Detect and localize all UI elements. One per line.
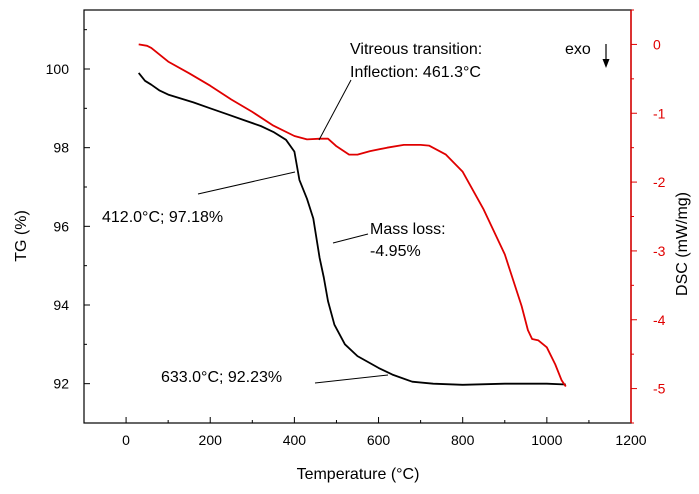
right-y-tick-label: -1 — [653, 105, 666, 121]
annotation-vitreous-transition: Vitreous transition: — [350, 41, 482, 58]
right-y-tick-label: -4 — [653, 312, 666, 328]
annotation-end-point: 633.0°C; 92.23% — [161, 369, 282, 386]
x-tick-label: 1200 — [615, 432, 646, 448]
exo-arrow-icon — [602, 44, 610, 68]
x-tick-label: 0 — [122, 432, 130, 448]
right-axis-title: DSC (mW/mg) — [674, 192, 691, 296]
leader-line-onset — [197, 171, 296, 195]
annotation-inflection: Inflection: 461.3°C — [350, 64, 481, 81]
x-tick-label: 400 — [283, 432, 307, 448]
right-y-tick-label: -3 — [653, 243, 666, 259]
tg-series-line — [137, 72, 566, 386]
exo-label: exo — [565, 41, 591, 58]
left-y-tick-label: 98 — [53, 140, 69, 156]
left-y-ticks: 92 94 96 98 100 — [46, 29, 90, 424]
x-tick-label: 800 — [451, 432, 475, 448]
left-y-tick-label: 94 — [53, 297, 69, 313]
x-tick-label: 1000 — [531, 432, 562, 448]
x-tick-label: 600 — [367, 432, 391, 448]
x-tick-label: 200 — [199, 432, 223, 448]
x-ticks: 0 200 400 600 800 1000 1200 — [83, 417, 647, 448]
annotation-onset-point: 412.0°C; 97.18% — [102, 209, 223, 226]
series-layer — [137, 43, 567, 388]
leader-line-end-point — [314, 374, 389, 384]
x-axis-title: Temperature (°C) — [297, 466, 420, 483]
right-y-ticks: 0 -1 -2 -3 -4 -5 — [631, 9, 666, 424]
right-y-tick-label: -2 — [653, 174, 666, 190]
annotation-mass-loss: Mass loss: — [370, 221, 446, 238]
leader-line-mass-loss — [332, 233, 369, 244]
right-y-tick-label: 0 — [653, 36, 661, 52]
left-y-tick-label: 92 — [53, 376, 69, 392]
dsc-series-line — [138, 43, 567, 388]
left-y-tick-label: 100 — [46, 61, 70, 77]
left-y-tick-label: 96 — [53, 218, 69, 234]
right-y-tick-label: -5 — [653, 381, 666, 397]
leader-line-inflection — [318, 79, 352, 141]
left-axis-title: TG (%) — [13, 210, 30, 262]
annotation-mass-loss-value: -4.95% — [370, 243, 421, 260]
